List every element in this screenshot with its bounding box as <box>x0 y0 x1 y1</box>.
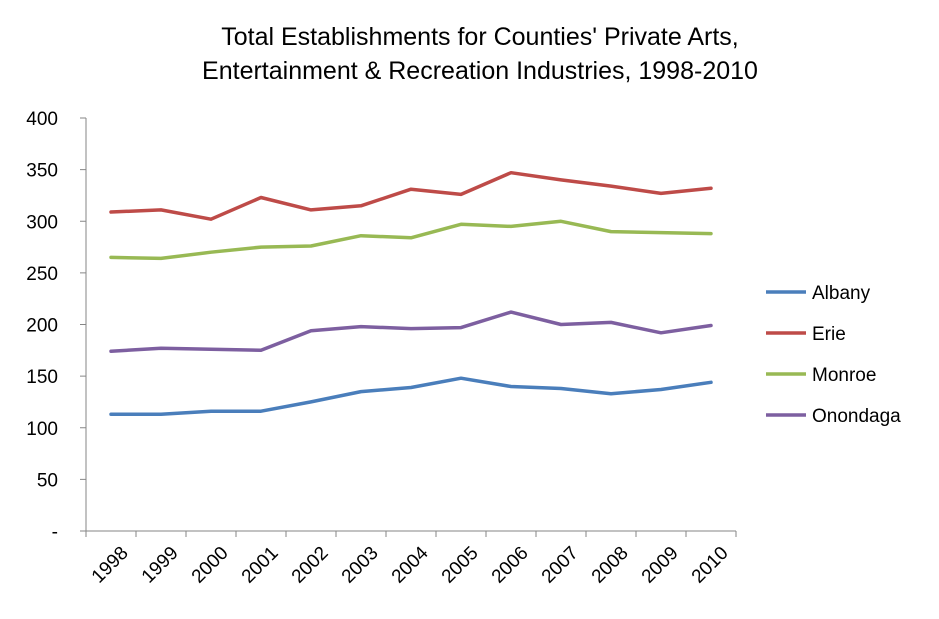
x-tick-label: 2007 <box>538 543 583 588</box>
y-axis-ticks: - 50 100 150 200 250 300 350 400 <box>26 109 86 543</box>
x-tick-label: 2003 <box>338 543 383 588</box>
x-tick-label: 1999 <box>138 543 183 588</box>
x-tick-label: 2001 <box>238 543 283 588</box>
x-tick-label: 2002 <box>288 543 333 588</box>
legend: Albany Erie Monroe Onondaga <box>766 283 901 427</box>
x-tick-label: 2004 <box>388 542 433 587</box>
x-tick-label: 2000 <box>188 543 233 588</box>
x-tick-label: 2008 <box>588 543 633 588</box>
chart-title-line-1: Total Establishments for Counties' Priva… <box>221 23 739 51</box>
y-tick-label: 150 <box>26 367 58 388</box>
series-line-monroe <box>109 219 713 261</box>
chart-title-line-2: Entertainment & Recreation Industries, 1… <box>202 57 758 85</box>
y-tick-label: - <box>52 522 58 543</box>
x-tick-label: 2006 <box>488 543 533 588</box>
legend-label-erie: Erie <box>812 324 846 345</box>
x-tick-label: 2010 <box>688 543 733 588</box>
chart-title: Total Establishments for Counties' Priva… <box>100 20 860 88</box>
y-tick-label: 200 <box>26 316 58 337</box>
legend-label-onondaga: Onondaga <box>812 406 901 427</box>
x-tick-label: 1998 <box>88 543 133 588</box>
y-tick-label: 50 <box>37 470 58 491</box>
series-line-erie <box>109 170 713 221</box>
y-tick-label: 350 <box>26 161 58 182</box>
y-tick-label: 250 <box>26 264 58 285</box>
series-line-onondaga <box>109 310 713 354</box>
series-lines <box>109 170 713 417</box>
y-tick-label: 100 <box>26 419 58 440</box>
x-axis-ticks: 1998 1999 2000 2001 2002 2003 2004 2005 2006 2007… <box>85 531 737 588</box>
x-tick-label: 2005 <box>438 543 483 588</box>
x-tick-label: 2009 <box>638 543 683 588</box>
axes <box>85 118 736 532</box>
series-line-albany <box>109 376 713 417</box>
y-tick-label: 400 <box>26 109 58 130</box>
legend-label-monroe: Monroe <box>812 365 876 386</box>
y-tick-label: 300 <box>26 212 58 233</box>
legend-label-albany: Albany <box>812 283 871 304</box>
